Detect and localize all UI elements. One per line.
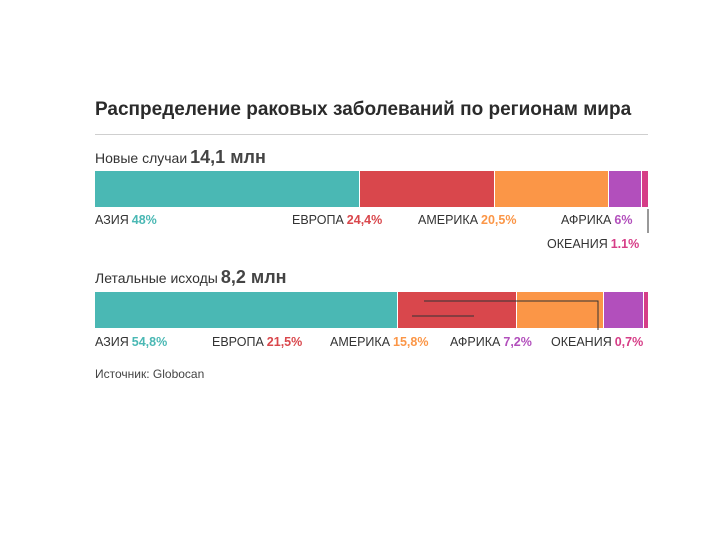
deaths-value-america: 15,8%	[393, 335, 429, 349]
new-cases-category-africa: АФРИКА	[561, 213, 612, 227]
new-cases-label-africa: АФРИКА 6%	[561, 213, 632, 227]
new-cases-label-america: АМЕРИКА 20,5%	[418, 213, 516, 227]
deaths-label-europe: ЕВРОПА 21,5%	[212, 335, 302, 349]
new-cases-category-oceania: ОКЕАНИЯ	[547, 237, 608, 251]
deaths-category-asia: АЗИЯ	[95, 335, 129, 349]
deaths-category-oceania: ОКЕАНИЯ	[551, 335, 612, 349]
chart-title: Распределение раковых заболеваний по рег…	[95, 99, 632, 120]
new-cases-label-europe: ЕВРОПА 24,4%	[292, 213, 382, 227]
new-cases-bar-segment-america	[495, 171, 608, 207]
deaths-heading: Летальные исходы 8,2 млн	[95, 267, 287, 288]
deaths-label-asia: АЗИЯ 54,8%	[95, 335, 167, 349]
deaths-value-africa: 7,2%	[503, 335, 532, 349]
deaths-bar-segment-africa	[604, 292, 644, 328]
deaths-bar-segment-europe	[398, 292, 516, 328]
deaths-label-oceania: ОКЕАНИЯ 0,7%	[551, 335, 643, 349]
source-note: Источник: Globocan	[95, 367, 205, 381]
new-cases-value-africa: 6%	[614, 213, 633, 227]
deaths-value-oceania: 0,7%	[614, 335, 644, 349]
deaths-category-america: АМЕРИКА	[330, 335, 391, 349]
deaths-category-europe: ЕВРОПА	[212, 335, 264, 349]
new-cases-label-asia: АЗИЯ 48%	[95, 213, 157, 227]
new-cases-label-oceania: ОКЕАНИЯ 1.1%	[547, 237, 639, 251]
deaths-title: Летальные исходы	[95, 270, 218, 286]
new-cases-category-asia: АЗИЯ	[95, 213, 129, 227]
deaths-bar	[95, 292, 648, 328]
new-cases-heading: Новые случаи 14,1 млн	[95, 147, 266, 168]
new-cases-value-america: 20,5%	[481, 213, 517, 227]
new-cases-value-europe: 24,4%	[346, 213, 383, 227]
new-cases-value-asia: 48%	[131, 213, 157, 227]
new-cases-title: Новые случаи	[95, 150, 188, 166]
title-divider	[95, 134, 648, 135]
deaths-bar-segment-oceania	[644, 292, 648, 328]
new-cases-category-europe: ЕВРОПА	[292, 213, 344, 227]
deaths-label-africa: АФРИКА 7,2%	[450, 335, 532, 349]
new-cases-total: 14,1 млн	[190, 147, 266, 167]
new-cases-value-oceania: 1.1%	[610, 237, 640, 251]
new-cases-category-america: АМЕРИКА	[418, 213, 479, 227]
deaths-bar-segment-america	[516, 292, 604, 328]
deaths-value-asia: 54,8%	[131, 335, 168, 349]
deaths-value-europe: 21,5%	[266, 335, 303, 349]
new-cases-bar-segment-oceania	[641, 171, 648, 207]
new-cases-bar-segment-europe	[360, 171, 495, 207]
deaths-bar-segment-asia	[95, 292, 398, 328]
deaths-total: 8,2 млн	[220, 267, 287, 287]
deaths-label-america: АМЕРИКА 15,8%	[330, 335, 428, 349]
new-cases-bar-segment-africa	[608, 171, 641, 207]
new-cases-bar	[95, 171, 648, 207]
new-cases-bar-segment-asia	[95, 171, 360, 207]
deaths-category-africa: АФРИКА	[450, 335, 501, 349]
